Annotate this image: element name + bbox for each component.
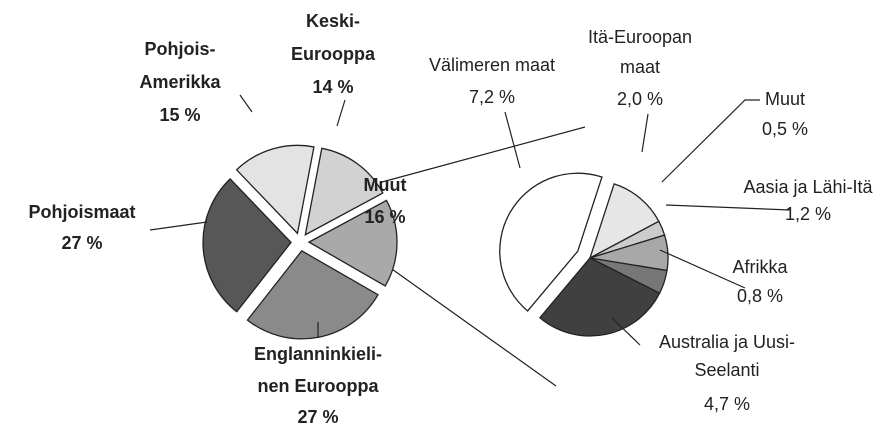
leader-line [659, 249, 746, 289]
slice-value-label: 16 % [364, 207, 405, 227]
connector-line [381, 126, 586, 183]
pie-slice [307, 199, 398, 287]
slice-label: Pohjois- [145, 39, 216, 59]
slice-value-label: 1,2 % [785, 204, 831, 224]
pie-slice [538, 257, 661, 337]
slice-label: maat [620, 57, 660, 77]
leader-line [336, 99, 346, 127]
pie: Keski- Eurooppa 14 % Muut 16 % Englanninkieli… [28, 11, 406, 427]
pie-slice [304, 147, 384, 236]
slice-label: Keski- [306, 11, 360, 31]
leader-line [661, 99, 760, 183]
slice-label: Eurooppa [291, 44, 376, 64]
pie-slice [202, 177, 292, 313]
slice-value-label: 0,5 % [762, 119, 808, 139]
slice-label: Afrikka [732, 257, 788, 277]
leader-line [641, 113, 649, 153]
slice-label: Aasia ja Lähi-Itä [743, 177, 873, 197]
leader-line [239, 94, 253, 113]
slice-value-label: 7,2 % [469, 87, 515, 107]
slice-value-label: 4,7 % [704, 394, 750, 414]
pie: Välimeren maat 7,2 % Itä-Euroopan maat 2,0 %… [429, 27, 874, 414]
slice-label: Amerikka [139, 72, 221, 92]
connector-line [381, 261, 557, 387]
slice-label: Australia ja Uusi- [659, 332, 795, 352]
leader-line [611, 317, 641, 346]
leader-line [665, 204, 791, 211]
slice-value-label: 14 % [312, 77, 353, 97]
slice-value-label: 27 % [297, 407, 338, 427]
slice-label: Itä-Euroopan [588, 27, 692, 47]
slice-value-label: 27 % [61, 233, 102, 253]
slice-label: Muut [364, 175, 407, 195]
pie-slice [588, 183, 660, 260]
slice-value-label: 0,8 % [737, 286, 783, 306]
slice-label: nen Eurooppa [258, 376, 380, 396]
pie-slice [235, 144, 315, 235]
slice-value-label: 15 % [159, 105, 200, 125]
slice-label: Pohjoismaat [28, 202, 135, 222]
slice-label: Seelanti [694, 360, 759, 380]
slice-label: Välimeren maat [429, 55, 555, 75]
slice-label: Englanninkieli- [254, 344, 382, 364]
slice-value-label: 2,0 % [617, 89, 663, 109]
slice-label: Muut [765, 89, 805, 109]
leader-line [149, 221, 208, 231]
leader-line [504, 111, 521, 169]
pie-slice [499, 172, 603, 312]
